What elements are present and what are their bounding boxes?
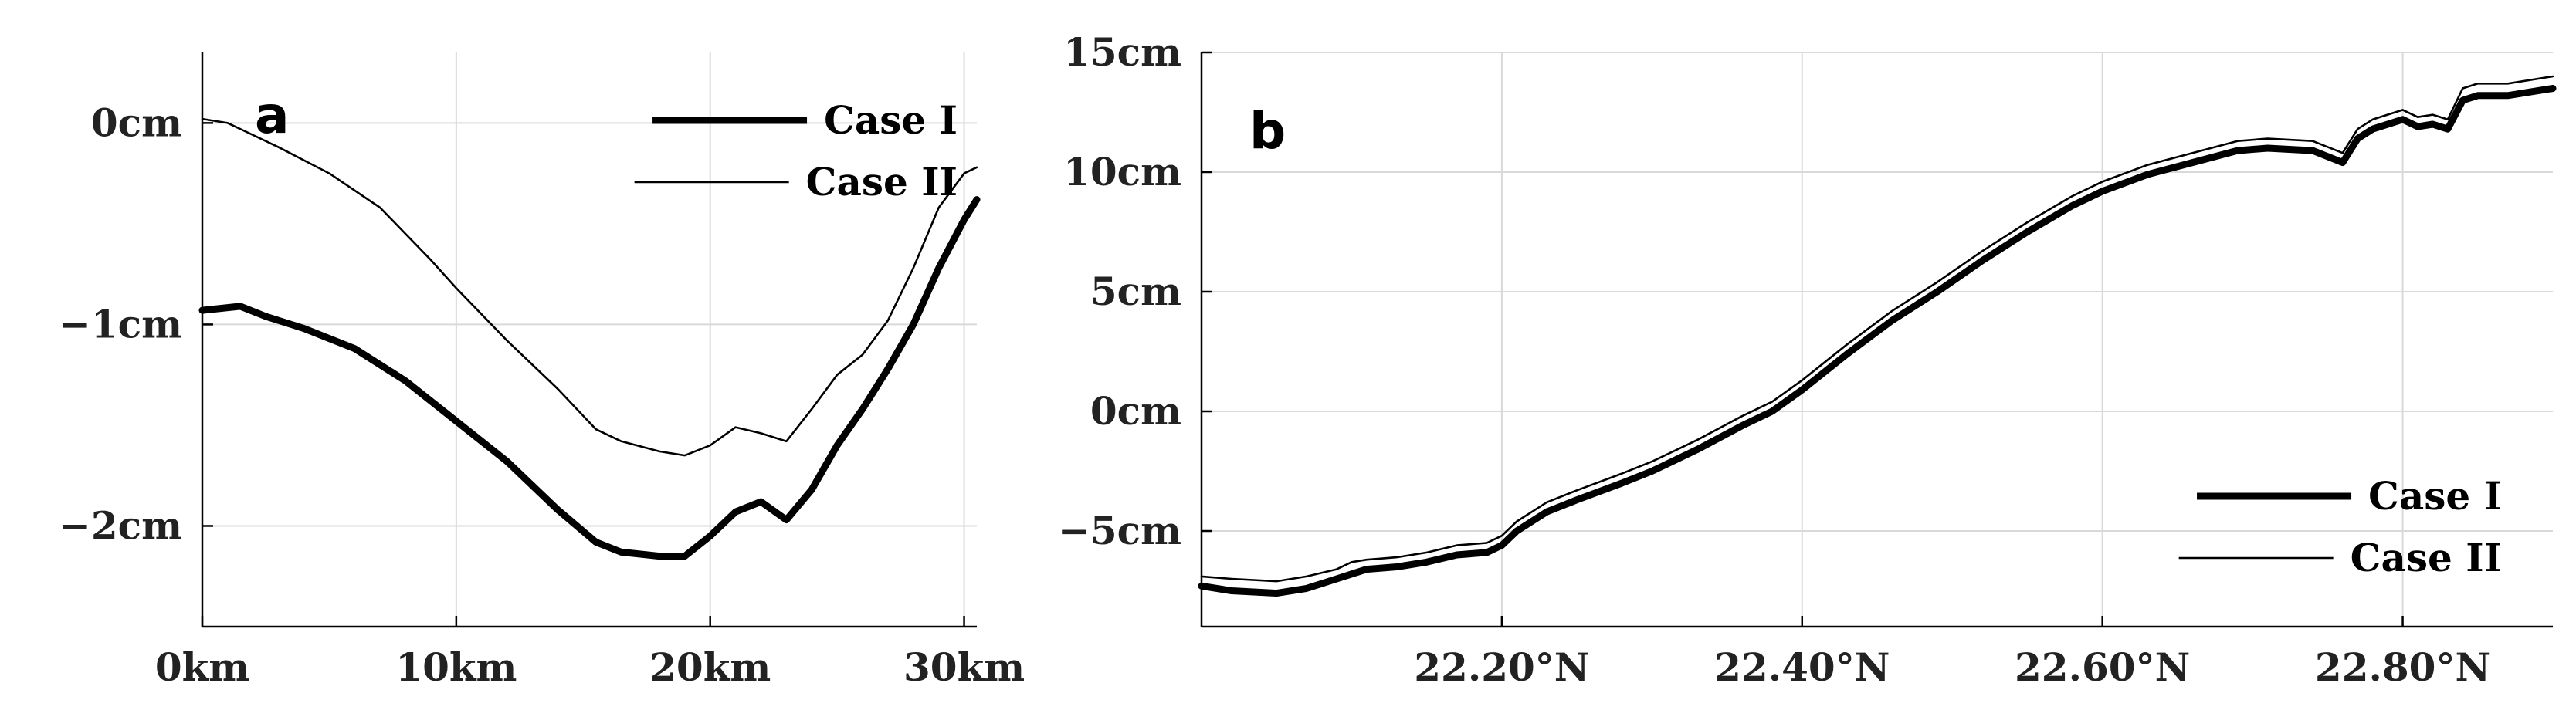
x-tick-label: 0km bbox=[155, 644, 249, 690]
legend-label: Case II bbox=[2351, 535, 2502, 580]
y-tick-label: −2cm bbox=[59, 502, 182, 548]
y-tick-label: 10cm bbox=[1063, 149, 1181, 194]
legend-label: Case I bbox=[824, 97, 958, 143]
y-tick-label: 15cm bbox=[1063, 29, 1181, 75]
x-tick-label: 20km bbox=[649, 644, 771, 690]
y-tick-label: −5cm bbox=[1058, 508, 1181, 553]
series-line-case-i bbox=[198, 196, 981, 560]
x-tick-label: 10km bbox=[395, 644, 517, 690]
x-tick-label: 22.20°N bbox=[1414, 644, 1589, 690]
panel-b-chart: 22.20°N 22.40°N 22.60°N 22.80°N 15cm 10cm 5cm 0… bbox=[1058, 29, 2557, 690]
panel-a-chart: 0km 10km 20km 30km 0cm −1cm −2cm a Case I Case II bbox=[59, 52, 1025, 690]
y-tick-label: 0cm bbox=[91, 100, 182, 145]
legend-label: Case II bbox=[806, 159, 958, 205]
y-tick-label: 5cm bbox=[1090, 269, 1181, 314]
y-tick-label: −1cm bbox=[59, 301, 182, 347]
y-tick-label: 0cm bbox=[1090, 388, 1181, 434]
series-line-case-ii bbox=[1200, 75, 2554, 583]
series-line-case-ii bbox=[201, 117, 978, 457]
x-tick-label: 22.80°N bbox=[2315, 644, 2490, 690]
x-tick-label: 22.60°N bbox=[2015, 644, 2190, 690]
panel-label: b bbox=[1249, 101, 1286, 161]
legend-label: Case I bbox=[2368, 473, 2502, 519]
x-tick-label: 30km bbox=[903, 644, 1025, 690]
series-line-case-i bbox=[1198, 85, 2557, 597]
panel-label: a bbox=[255, 86, 290, 145]
x-tick-label: 22.40°N bbox=[1714, 644, 1890, 690]
